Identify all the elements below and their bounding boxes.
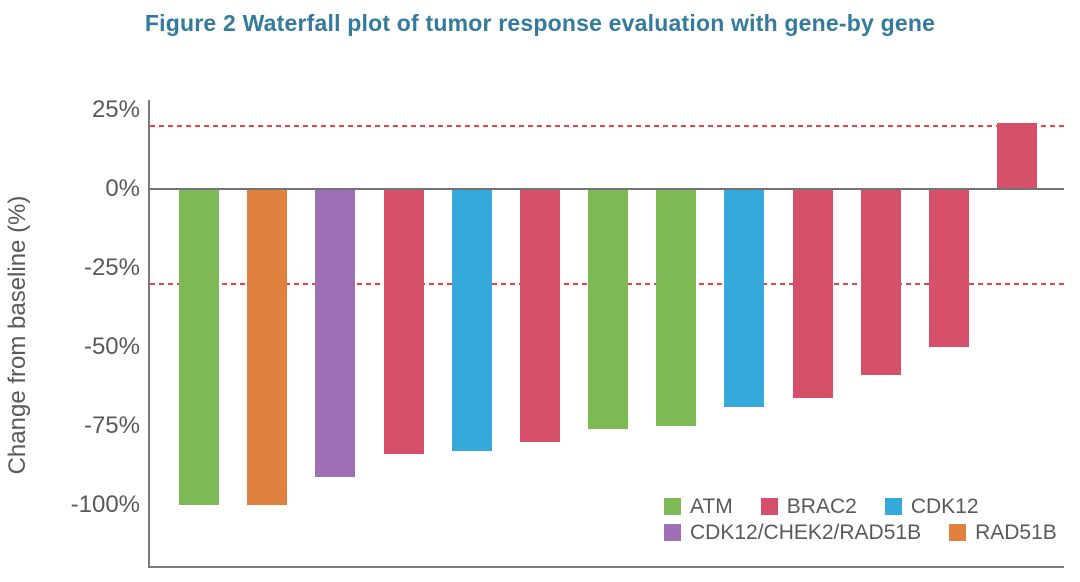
legend-label: CDK12	[910, 494, 979, 518]
bar-brac2	[520, 189, 560, 442]
y-tick-label: -100%	[70, 491, 140, 518]
legend-swatch-icon	[949, 524, 967, 541]
figure-title: Figure 2 Waterfall plot of tumor respons…	[144, 10, 936, 36]
legend-swatch-icon	[884, 498, 902, 515]
legend-swatch-icon	[664, 498, 681, 515]
legend-label: RAD51B	[975, 520, 1057, 544]
legend-item: CDK12/CHEK2/RAD51B	[664, 521, 921, 545]
bar-atm	[588, 189, 628, 430]
bar-rad51b	[247, 189, 287, 505]
bar-cdk12	[452, 189, 492, 452]
legend-item: RAD51B	[949, 521, 1057, 545]
y-tick-label: -50%	[83, 333, 140, 360]
y-tick-label: -75%	[83, 412, 140, 439]
legend-label: ATM	[690, 494, 733, 518]
bar-brac2	[793, 189, 833, 398]
y-tick-label: -25%	[83, 254, 140, 281]
legend-label: CDK12/CHEK2/RAD51B	[690, 520, 922, 544]
y-tick-label: 25%	[91, 96, 140, 123]
threshold-dashed-line	[150, 124, 1064, 127]
y-tick-label: 0%	[105, 175, 140, 202]
legend-swatch-icon	[664, 524, 681, 541]
x-axis-line	[148, 566, 1064, 568]
legend: ATM BRAC2 CDK12 CDK12/CHEK2/RAD51B RAD51B	[664, 494, 1057, 548]
legend-item: CDK12	[884, 494, 979, 519]
bar-brac2	[929, 189, 969, 347]
bar-atm	[179, 189, 219, 505]
zero-baseline	[148, 188, 1064, 190]
legend-row: CDK12/CHEK2/RAD51B RAD51B	[664, 521, 1057, 545]
y-axis-line	[148, 100, 150, 568]
bar-brac2	[861, 189, 901, 376]
bar-atm	[656, 189, 696, 426]
bar-brac2	[997, 122, 1037, 189]
legend-item: ATM	[664, 495, 733, 519]
legend-item: BRAC2	[760, 494, 857, 519]
legend-label: BRAC2	[786, 494, 857, 518]
legend-swatch-icon	[760, 498, 778, 515]
legend-row: ATM BRAC2 CDK12	[664, 494, 1057, 519]
bar-cdk12	[724, 189, 764, 408]
bar-brac2	[384, 189, 424, 455]
y-axis-label: Change from baseline (%)	[4, 195, 31, 475]
bar-cdk12-chek2-rad51b	[315, 189, 355, 477]
